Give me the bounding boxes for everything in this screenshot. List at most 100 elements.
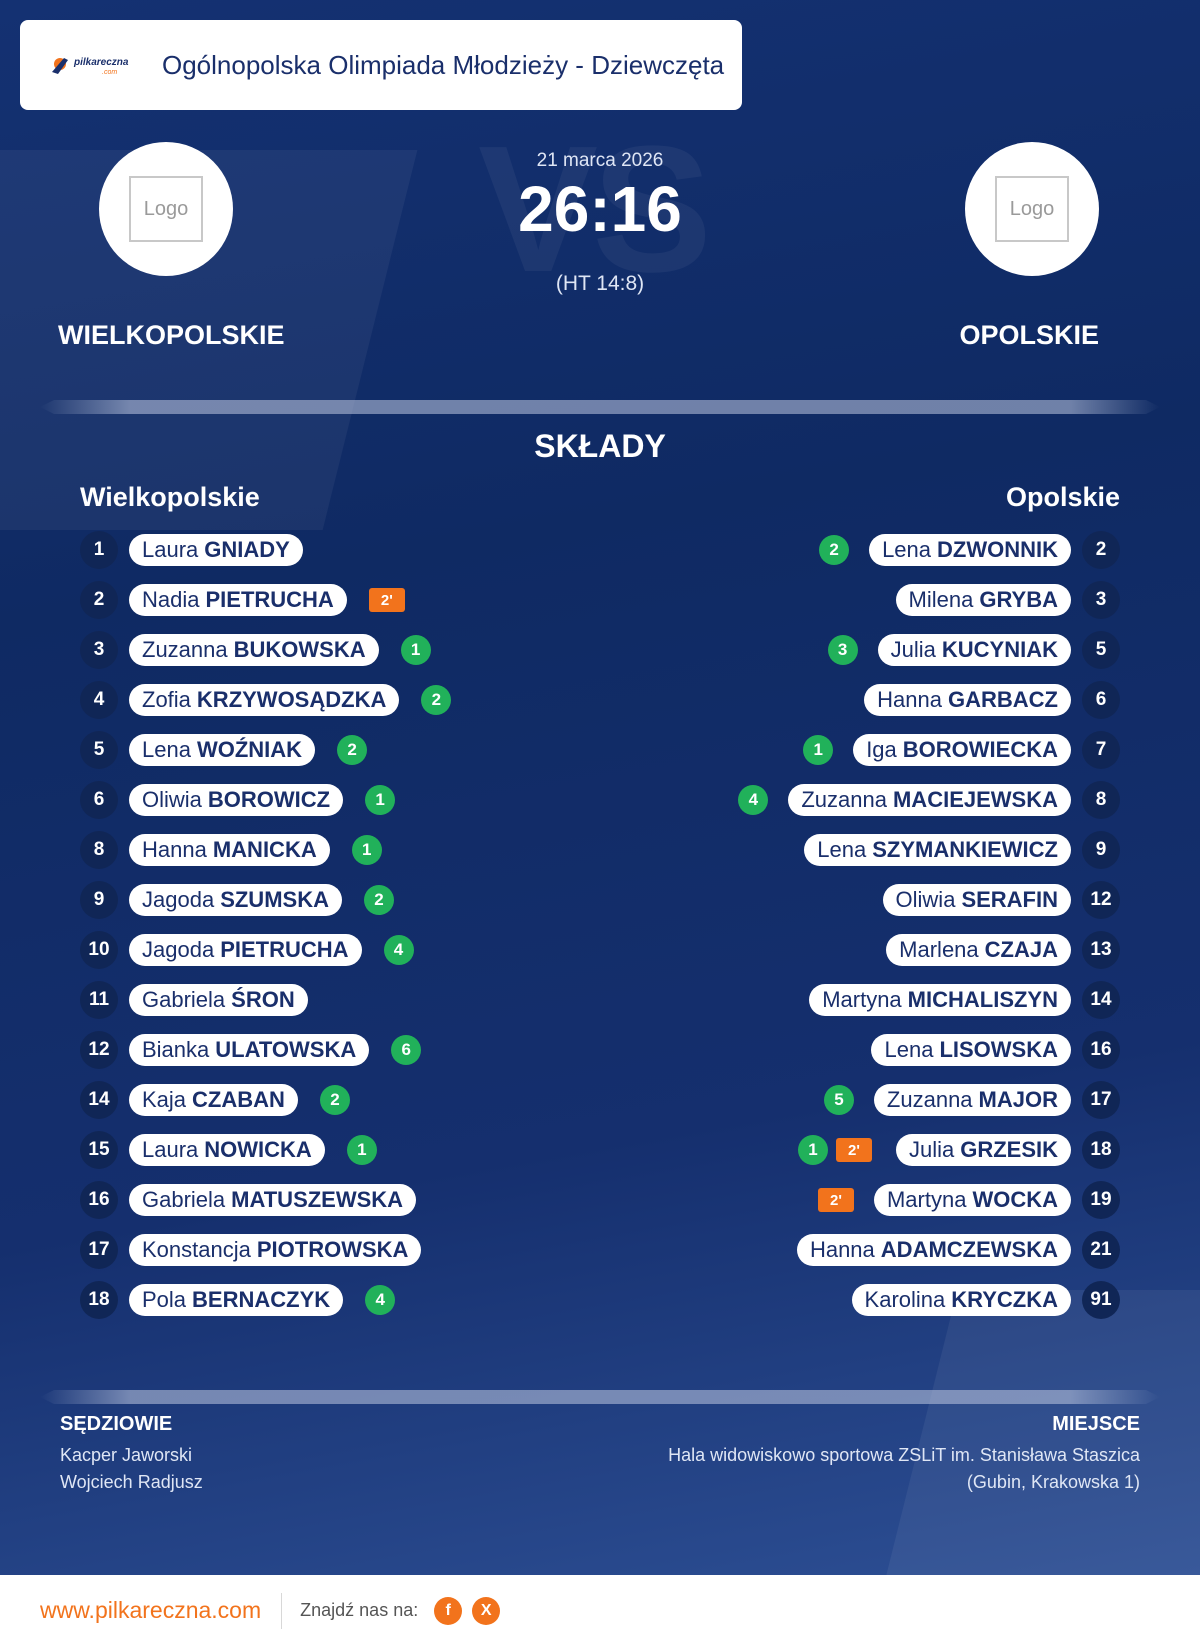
player-name[interactable]: Laura NOWICKA [129, 1134, 325, 1166]
player-row: Hanna ADAMCZEWSKA 21 [738, 1225, 1120, 1275]
goals-badge: 1 [346, 1135, 377, 1165]
player-row: 1 Laura GNIADY [80, 525, 451, 575]
home-team-name: WIELKOPOLSKIE [58, 320, 285, 350]
player-name[interactable]: Konstancja PIOTROWSKA [129, 1234, 422, 1266]
player-name[interactable]: Julia KUCYNIAK [877, 634, 1071, 666]
player-name[interactable]: Pola BERNACZYK [129, 1284, 344, 1316]
player-row: Karolina KRYCZKA 91 [738, 1275, 1120, 1325]
player-name[interactable]: Karolina KRYCZKA [851, 1284, 1071, 1316]
shirt-number: 13 [1082, 931, 1120, 969]
shirt-number: 9 [1082, 831, 1120, 869]
player-last-name: MAJOR [978, 1087, 1058, 1112]
player-last-name: CZABAN [192, 1087, 285, 1112]
shirt-number: 3 [1082, 581, 1120, 619]
player-last-name: MACIEJEWSKA [892, 787, 1058, 812]
lineups-title: SKŁADY [534, 428, 666, 464]
shirt-number: 17 [1082, 1081, 1120, 1119]
player-name[interactable]: Milena GRYBA [895, 584, 1071, 616]
player-last-name: BOROWIECKA [902, 737, 1058, 762]
player-last-name: MATUSZEWSKA [231, 1187, 404, 1212]
shirt-number: 11 [80, 981, 118, 1019]
shirt-number: 19 [1082, 1181, 1120, 1219]
player-name[interactable]: Hanna MANICKA [129, 834, 330, 866]
player-name[interactable]: Lena WOŹNIAK [129, 734, 316, 766]
player-row: 2' Martyna WOCKA 19 [738, 1175, 1120, 1225]
player-last-name: WOŹNIAK [196, 737, 303, 762]
player-row: Martyna MICHALISZYN 14 [738, 975, 1120, 1025]
goals-badge: 2 [337, 735, 368, 765]
svg-text:pilkareczna: pilkareczna [73, 57, 129, 68]
player-last-name: GARBACZ [948, 687, 1058, 712]
player-name[interactable]: Zofia KRZYWOSĄDZKA [129, 684, 400, 716]
player-name[interactable]: Hanna ADAMCZEWSKA [796, 1234, 1071, 1266]
player-name[interactable]: Nadia PIETRUCHA [129, 584, 347, 616]
player-last-name: ADAMCZEWSKA [880, 1237, 1058, 1262]
player-name[interactable]: Lena LISOWSKA [871, 1034, 1071, 1066]
suspension-badge: 2' [835, 1138, 872, 1162]
player-last-name: CZAJA [984, 937, 1058, 962]
away-team-logo: Logo [965, 142, 1099, 276]
player-name[interactable]: Gabriela ŚRON [129, 984, 308, 1016]
shirt-number: 21 [1082, 1231, 1120, 1269]
player-row: 10 Jagoda PIETRUCHA 4 [80, 925, 451, 975]
shirt-number: 12 [80, 1031, 118, 1069]
player-name[interactable]: Kaja CZABAN [129, 1084, 298, 1116]
player-name[interactable]: Gabriela MATUSZEWSKA [129, 1184, 417, 1216]
player-name[interactable]: Oliwia BOROWICZ [129, 784, 344, 816]
section-divider [40, 400, 1160, 414]
player-row: 3 Julia KUCYNIAK 5 [738, 625, 1120, 675]
competition-title: Ogólnopolska Olimpiada Młodzieży - Dziew… [162, 49, 725, 80]
player-name[interactable]: Zuzanna BUKOWSKA [129, 634, 379, 666]
pilkareczna-logo-icon: pilkareczna .com [52, 57, 129, 76]
player-row: Milena GRYBA 3 [738, 575, 1120, 625]
competition-header: pilkareczna .com Ogólnopolska Olimpiada … [20, 20, 742, 110]
player-row: 15 Laura NOWICKA 1 [80, 1125, 451, 1175]
player-name[interactable]: Martyna WOCKA [873, 1184, 1071, 1216]
home-lineup: 1 Laura GNIADY 2 Nadia PIETRUCHA 2' 3 Zuzanna BUK… [80, 525, 452, 1325]
svg-text:.com: .com [102, 69, 117, 76]
player-row: 2 Lena DZWONNIK 2 [738, 525, 1120, 575]
player-name[interactable]: Bianka ULATOWSKA [129, 1034, 370, 1066]
shirt-number: 16 [1082, 1031, 1120, 1069]
player-first-name: Lena [817, 837, 867, 862]
player-name[interactable]: Zuzanna MACIEJEWSKA [788, 784, 1071, 816]
find-us-label: Znajdź nas na: [300, 1600, 419, 1620]
player-row: Hanna GARBACZ 6 [738, 675, 1120, 725]
website-link[interactable]: www.pilkareczna.com [40, 1597, 262, 1623]
suspension-badge: 2' [368, 588, 405, 612]
player-name[interactable]: Jagoda SZUMSKA [129, 884, 342, 916]
player-name[interactable]: Hanna GARBACZ [864, 684, 1071, 716]
player-name[interactable]: Julia GRZESIK [895, 1134, 1071, 1166]
player-name[interactable]: Iga BOROWIECKA [853, 734, 1071, 766]
player-row: 2 Nadia PIETRUCHA 2' [80, 575, 451, 625]
player-name[interactable]: Martyna MICHALISZYN [809, 984, 1071, 1016]
player-first-name: Laura [142, 1137, 199, 1162]
player-first-name: Bianka [142, 1037, 210, 1062]
shirt-number: 12 [1082, 881, 1120, 919]
referee-name: Wojciech Radjusz [60, 1472, 203, 1492]
facebook-icon[interactable]: f [434, 1596, 463, 1625]
player-name[interactable]: Lena SZYMANKIEWICZ [804, 834, 1071, 866]
player-name[interactable]: Zuzanna MAJOR [873, 1084, 1071, 1116]
goals-badge: 2 [363, 885, 394, 915]
player-name[interactable]: Laura GNIADY [129, 534, 303, 566]
player-name[interactable]: Lena DZWONNIK [869, 534, 1071, 566]
shirt-number: 14 [80, 1081, 118, 1119]
player-last-name: DZWONNIK [937, 537, 1058, 562]
x-icon[interactable]: X [472, 1596, 501, 1625]
player-first-name: Marlena [899, 937, 979, 962]
goals-badge: 1 [365, 785, 396, 815]
player-name[interactable]: Jagoda PIETRUCHA [129, 934, 362, 966]
footer: www.pilkareczna.com Znajdź nas na: f X [0, 1575, 1200, 1646]
shirt-number: 8 [80, 831, 118, 869]
player-row: 12 Bianka ULATOWSKA 6 [80, 1025, 451, 1075]
player-name[interactable]: Marlena CZAJA [886, 934, 1071, 966]
player-first-name: Nadia [142, 587, 200, 612]
player-last-name: PIOTROWSKA [256, 1237, 409, 1262]
player-first-name: Hanna [142, 837, 207, 862]
player-name[interactable]: Oliwia SERAFIN [882, 884, 1071, 916]
player-last-name: MICHALISZYN [907, 987, 1058, 1012]
player-first-name: Lena [142, 737, 191, 762]
player-last-name: BERNACZYK [192, 1287, 331, 1312]
shirt-number: 17 [80, 1231, 118, 1269]
